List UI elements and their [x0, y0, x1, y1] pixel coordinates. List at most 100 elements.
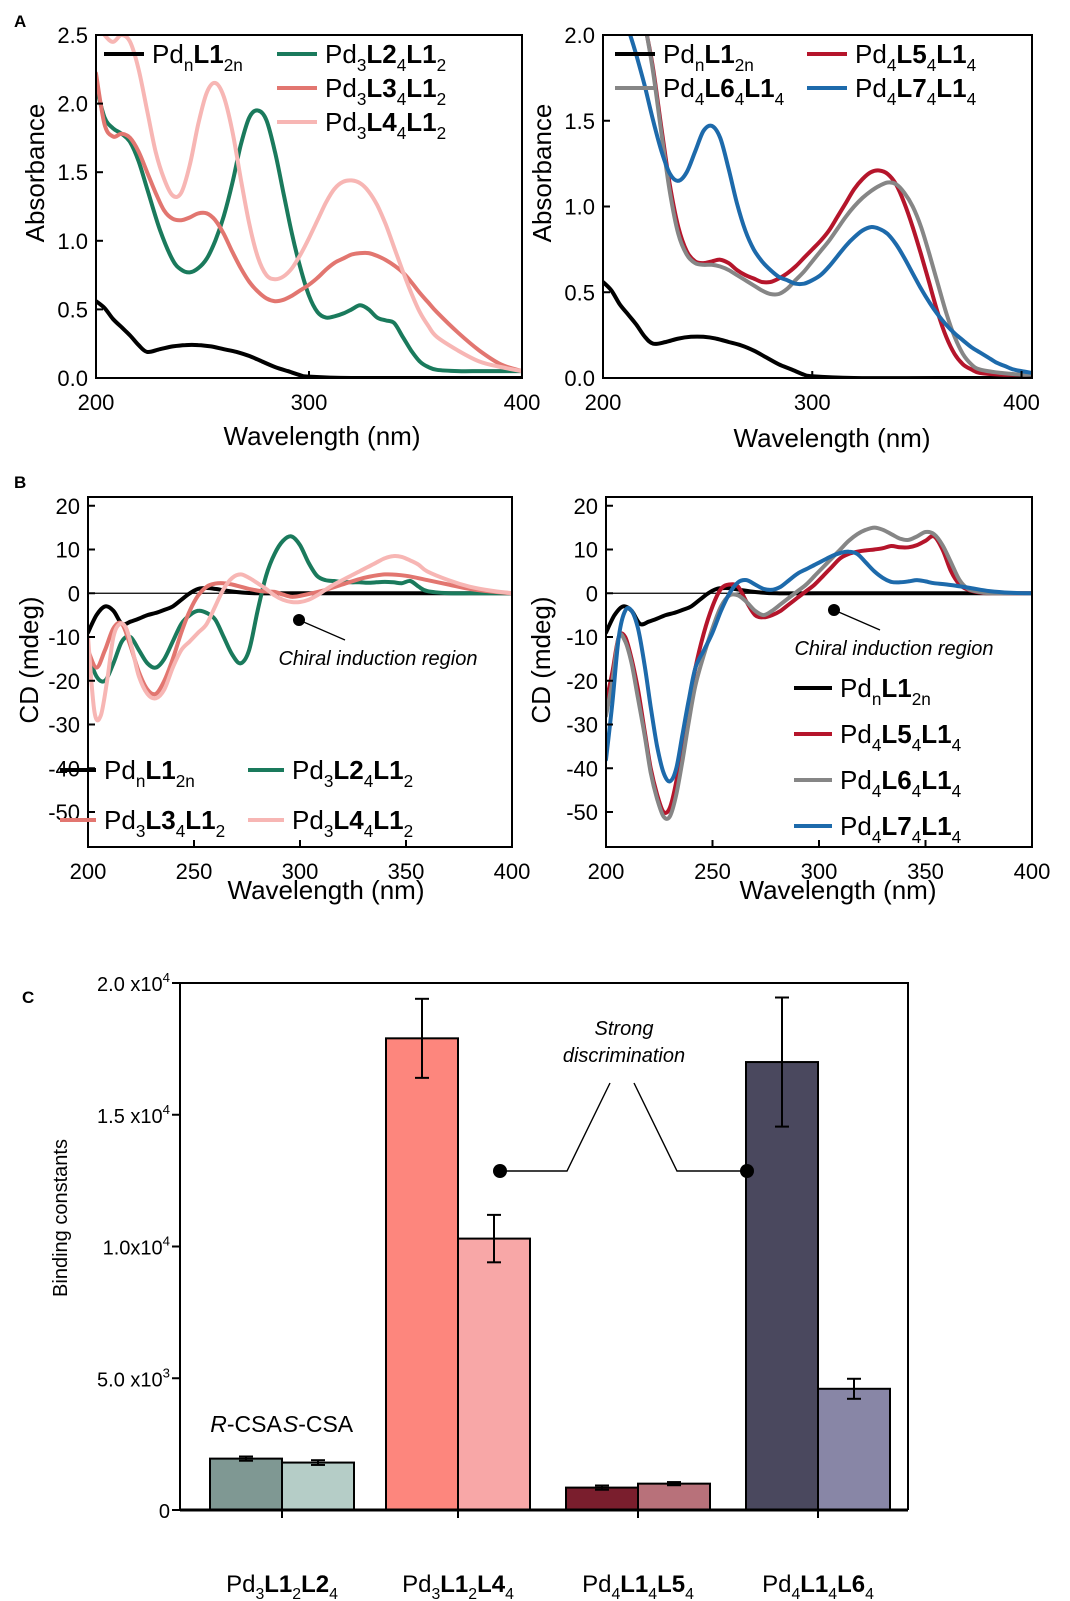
- absorbance-left-ytick-label: 0.0: [57, 366, 88, 391]
- absorbance-left-axes: 200 300 400 0.0 0.5 1.0 1.5 2.0 2.5: [57, 23, 540, 415]
- cd-right-series-2: [606, 525, 1032, 821]
- cd-right-legend-label-2: Pd4L64L14: [840, 765, 962, 801]
- absorbance-right-series-2: [644, 35, 1032, 377]
- cd-right-xtick-label: 400: [1014, 859, 1051, 884]
- absorbance-left-ylabel: Absorbance: [20, 104, 50, 243]
- absorbance-plot-left: 200 300 400 0.0 0.5 1.0 1.5 2.0 2.5 Wavelength (…: [20, 23, 540, 451]
- cd-left-legend-label-1: Pd3L24L12: [292, 755, 413, 791]
- binding-bar-chart: Pd3L12L24 Pd3L12L44 Pd4L14L54 Pd4L14L64 0 5.0…: [50, 970, 909, 1601]
- cd-left-legend-label-3: Pd3L44L12: [292, 805, 413, 841]
- category-label-1: Pd3L12L44: [402, 1571, 514, 1601]
- cd-left-legend-label-2: Pd3L34L12: [104, 805, 225, 841]
- absorbance-right-axes: 200 300 400 0.0 0.5 1.0 1.5 2.0: [564, 23, 1039, 415]
- absorbance-right-series-0: [603, 280, 1032, 378]
- cd-left-xtick-label: 400: [494, 859, 531, 884]
- cd-right-ytick-label: -30: [566, 713, 598, 738]
- cd-right-ytick-label: -40: [566, 756, 598, 781]
- panel-label-c: C: [22, 988, 34, 1007]
- panel-label-a: A: [14, 12, 26, 31]
- bar-1-S-CSA: [457, 1237, 531, 1511]
- binding-bars: [209, 996, 891, 1512]
- absorbance-left-ytick-label: 1.0: [57, 229, 88, 254]
- cd-right-ytick-label: -50: [566, 800, 598, 825]
- cd-right-ytick-label: 10: [574, 538, 598, 563]
- category-label-0: Pd3L12L24: [226, 1571, 338, 1601]
- absorbance-right-ytick-label: 0.5: [564, 280, 595, 305]
- absorbance-left-legend-label-3: Pd3L44L12: [325, 107, 446, 143]
- absorbance-left-ytick-label: 2.5: [57, 23, 88, 48]
- absorbance-right-series-3: [628, 35, 1032, 375]
- absorbance-left-ytick-label: 2.0: [57, 92, 88, 117]
- cd-left-xtick-label: 250: [176, 859, 213, 884]
- bar-2-S-CSA: [637, 1482, 711, 1512]
- cd-right-legend-label-1: Pd4L54L14: [840, 719, 962, 755]
- cd-left-ytick-label: 10: [56, 538, 80, 563]
- binding-ytick-label-2: 1.0x104: [103, 1234, 170, 1260]
- absorbance-right-ylabel: Absorbance: [527, 104, 557, 243]
- cd-right-legend: PdnL12n Pd4L54L14 Pd4L64L14 Pd4L74L14: [794, 673, 962, 847]
- cd-left-ytick-label: -10: [48, 625, 80, 650]
- absorbance-left-legend-label-0: PdnL12n: [152, 39, 243, 75]
- absorbance-right-ytick-label: 1.5: [564, 109, 595, 134]
- absorbance-left-legend-label-2: Pd3L34L12: [325, 73, 446, 109]
- cd-left-ytick-label: -20: [48, 669, 80, 694]
- absorbance-left-lines: [96, 35, 522, 378]
- cd-plot-right: 200 250 300 350 400 20 10 0 -10 -20 -30 -40 -50 Wave…: [526, 494, 1050, 905]
- absorbance-right-legend-label-3: Pd4L74L14: [855, 73, 977, 109]
- cd-right-annotation-leader: [833, 609, 881, 631]
- bar-0-R-CSA: [209, 1457, 283, 1512]
- absorbance-left-ytick-label: 0.5: [57, 297, 88, 322]
- cd-left-ytick-label: 20: [56, 494, 80, 519]
- cd-left-xtick-label: 300: [282, 859, 319, 884]
- binding-ytick-label-3: 1.5 x104: [97, 1102, 170, 1128]
- strong-discrimination-line2: discrimination: [563, 1045, 685, 1067]
- cd-left-ytick-label: -30: [48, 713, 80, 738]
- binding-ytick-label-4: 2.0 x104: [97, 970, 170, 996]
- cd-right-series-3: [606, 549, 1032, 784]
- cd-right-legend-label-3: Pd4L74L14: [840, 811, 962, 847]
- cd-right-ytick-label: -20: [566, 669, 598, 694]
- absorbance-left-xtick-label: 300: [291, 390, 328, 415]
- cd-left-frame: [87, 496, 513, 848]
- cd-right-axes: 200 250 300 350 400 20 10 0 -10 -20 -30 -40 -50: [566, 494, 1050, 884]
- bar-0-S-CSA: [281, 1461, 355, 1511]
- absorbance-left-series-0: [96, 299, 522, 378]
- bar-3-S-CSA: [817, 1387, 891, 1512]
- binding-ytick-label-0: 0: [159, 1501, 170, 1523]
- absorbance-right-lines: [603, 35, 1032, 378]
- absorbance-left-ytick-label: 1.5: [57, 160, 88, 185]
- binding-axes: Pd3L12L24 Pd3L12L44 Pd4L14L54 Pd4L14L64 0 5.0…: [97, 970, 909, 1601]
- cd-right-lines: [606, 525, 1032, 821]
- cd-right-xtick-label: 300: [801, 859, 838, 884]
- cd-left-ytick-label: 0: [68, 581, 80, 606]
- cd-right-annotation: Chiral induction region: [794, 638, 993, 660]
- absorbance-left-xlabel: Wavelength (nm): [224, 421, 421, 451]
- cd-left-legend-label-0: PdnL12n: [104, 755, 195, 791]
- cd-right-xtick-label: 200: [588, 859, 625, 884]
- cd-left-xtick-label: 350: [388, 859, 425, 884]
- absorbance-left-xtick-label: 200: [78, 390, 115, 415]
- cd-left-lines: [88, 534, 512, 723]
- cd-right-xtick-label: 350: [907, 859, 944, 884]
- cd-right-series-0: [606, 586, 1032, 635]
- csa-bar-labels: R-CSA S-CSA: [210, 1411, 354, 1437]
- cd-right-frame: [605, 496, 1033, 848]
- strong-discrimination-callout: Strong discrimination: [493, 1018, 754, 1178]
- absorbance-right-xlabel: Wavelength (nm): [734, 423, 931, 453]
- cd-left-series-1: [88, 534, 512, 684]
- cd-left-series-3: [88, 554, 512, 723]
- cd-right-ytick-label: 0: [586, 581, 598, 606]
- absorbance-right-xtick-label: 400: [1003, 390, 1040, 415]
- strong-discrimination-line1: Strong: [595, 1018, 654, 1040]
- bar-2-R-CSA: [565, 1486, 639, 1512]
- cd-right-xtick-label: 250: [694, 859, 731, 884]
- cd-left-annotation-leader: [298, 619, 346, 641]
- absorbance-left-legend-label-1: Pd3L24L12: [325, 39, 446, 75]
- bar-label-s-csa: S-CSA: [283, 1411, 354, 1437]
- bar-label-r-csa: R-CSA: [210, 1411, 282, 1437]
- binding-ytick-label-1: 5.0 x103: [97, 1365, 170, 1391]
